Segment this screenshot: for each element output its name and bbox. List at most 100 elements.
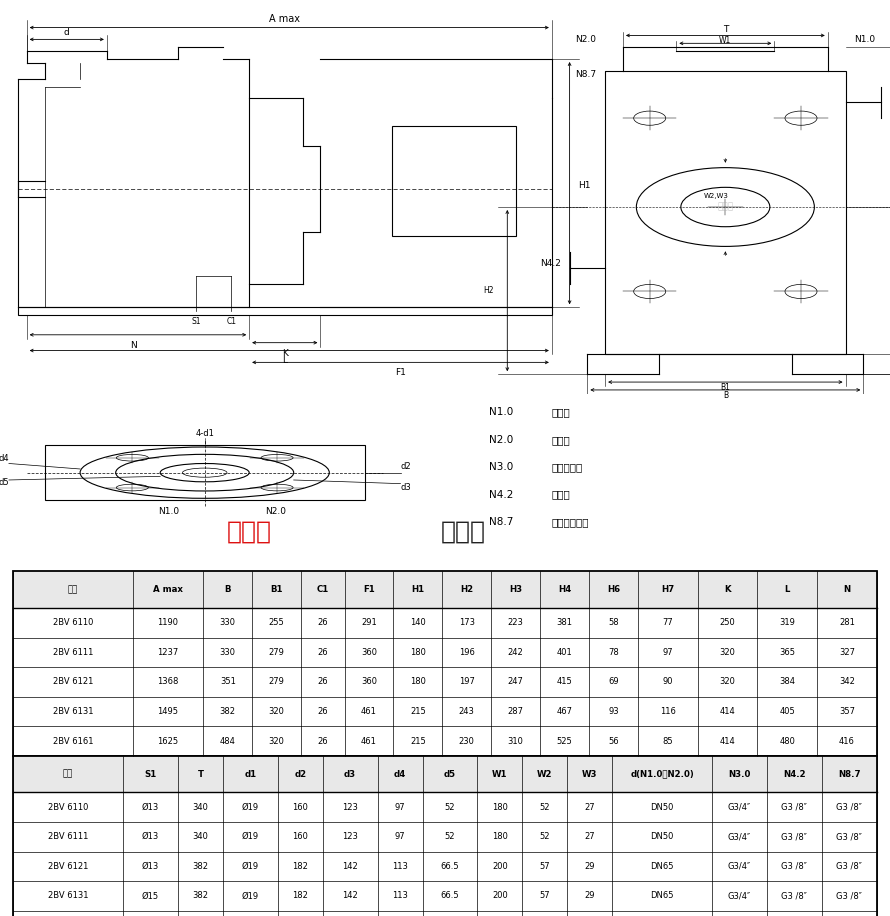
- Text: 415: 415: [556, 678, 572, 686]
- Text: d4: d4: [0, 454, 9, 463]
- Text: G3 /8″: G3 /8″: [781, 833, 807, 841]
- Text: 2BV 6121: 2BV 6121: [53, 678, 93, 686]
- Text: Ø13: Ø13: [142, 802, 159, 812]
- Text: 排水口: 排水口: [552, 490, 570, 499]
- Text: 480: 480: [780, 736, 795, 746]
- Text: A max: A max: [270, 14, 300, 24]
- Text: G3 /8″: G3 /8″: [781, 802, 807, 812]
- Text: K: K: [282, 349, 287, 357]
- Text: L: L: [282, 356, 287, 365]
- Text: G3/4″: G3/4″: [728, 833, 751, 841]
- Text: 330: 330: [220, 618, 236, 627]
- Text: 1625: 1625: [158, 736, 179, 746]
- Text: 52: 52: [539, 802, 550, 812]
- Text: 29: 29: [585, 891, 595, 900]
- Text: 142: 142: [343, 862, 358, 871]
- Text: Ø15: Ø15: [142, 891, 159, 900]
- Text: 340: 340: [192, 833, 208, 841]
- Text: 310: 310: [507, 736, 523, 746]
- Text: 85: 85: [662, 736, 673, 746]
- Text: W3: W3: [582, 769, 597, 779]
- Text: G3 /8″: G3 /8″: [837, 862, 862, 871]
- Text: G3/4″: G3/4″: [728, 802, 751, 812]
- Text: 360: 360: [361, 648, 377, 657]
- Text: 140: 140: [410, 618, 425, 627]
- Text: d1: d1: [244, 769, 256, 779]
- Text: 1190: 1190: [158, 618, 179, 627]
- Text: 113: 113: [392, 862, 408, 871]
- Text: d(N1.0、N2.0): d(N1.0、N2.0): [630, 769, 694, 779]
- Text: 78: 78: [608, 648, 619, 657]
- Text: N: N: [844, 585, 851, 594]
- Bar: [605, 71, 846, 354]
- Text: 2BV 6131: 2BV 6131: [53, 707, 93, 716]
- Text: N4.2: N4.2: [540, 259, 561, 268]
- Text: Ø19: Ø19: [242, 833, 259, 841]
- Text: 319: 319: [780, 618, 795, 627]
- Text: 384: 384: [779, 678, 795, 686]
- Text: 330: 330: [220, 648, 236, 657]
- Text: 52: 52: [445, 833, 456, 841]
- Text: 新领域: 新领域: [717, 202, 733, 212]
- Bar: [44, 445, 365, 500]
- Bar: [13, 756, 877, 792]
- Text: 405: 405: [780, 707, 795, 716]
- Text: 200: 200: [492, 862, 508, 871]
- Text: T: T: [723, 25, 728, 34]
- Text: N8.7: N8.7: [838, 769, 861, 779]
- Text: 180: 180: [492, 833, 508, 841]
- Text: 173: 173: [458, 618, 474, 627]
- Text: H2: H2: [483, 286, 494, 295]
- Text: 66.5: 66.5: [441, 862, 459, 871]
- Text: 2BV 6131: 2BV 6131: [48, 891, 88, 900]
- Text: S1: S1: [144, 769, 157, 779]
- Text: W2: W2: [537, 769, 553, 779]
- Text: 1495: 1495: [158, 707, 179, 716]
- Text: 26: 26: [318, 648, 328, 657]
- Text: 255: 255: [269, 618, 285, 627]
- Text: 525: 525: [556, 736, 572, 746]
- Text: 26: 26: [318, 618, 328, 627]
- Text: 230: 230: [458, 736, 474, 746]
- Text: 57: 57: [539, 862, 550, 871]
- Text: 467: 467: [556, 707, 572, 716]
- Text: 223: 223: [507, 618, 523, 627]
- Text: 215: 215: [410, 707, 425, 716]
- Text: G3/4″: G3/4″: [728, 862, 751, 871]
- Text: 401: 401: [556, 648, 572, 657]
- Text: 200: 200: [492, 891, 508, 900]
- Text: 排气口: 排气口: [552, 435, 570, 444]
- Text: B1: B1: [271, 585, 283, 594]
- Text: 182: 182: [292, 862, 308, 871]
- Bar: [18, 307, 552, 315]
- Text: N3.0: N3.0: [490, 463, 514, 472]
- Text: W1: W1: [492, 769, 507, 779]
- Text: 414: 414: [719, 736, 735, 746]
- Text: 182: 182: [292, 891, 308, 900]
- Text: B: B: [723, 391, 728, 400]
- Text: 97: 97: [395, 833, 405, 841]
- Text: 279: 279: [269, 678, 285, 686]
- Text: 26: 26: [318, 707, 328, 716]
- Text: G3 /8″: G3 /8″: [781, 862, 807, 871]
- Text: 320: 320: [719, 678, 735, 686]
- Text: Ø19: Ø19: [242, 862, 259, 871]
- Text: G3 /8″: G3 /8″: [837, 891, 862, 900]
- Text: 243: 243: [458, 707, 474, 716]
- Text: 281: 281: [839, 618, 854, 627]
- Text: 29: 29: [585, 862, 595, 871]
- Bar: [13, 756, 877, 916]
- Text: 279: 279: [269, 648, 285, 657]
- Text: N1.0: N1.0: [158, 507, 180, 517]
- Text: 97: 97: [662, 648, 673, 657]
- Text: G3 /8″: G3 /8″: [781, 891, 807, 900]
- Text: 180: 180: [492, 802, 508, 812]
- Text: N3.0: N3.0: [728, 769, 750, 779]
- Text: W1: W1: [719, 36, 732, 45]
- Text: 142: 142: [343, 891, 358, 900]
- Text: N: N: [130, 341, 137, 350]
- Text: 27: 27: [585, 833, 595, 841]
- Text: F1: F1: [395, 368, 406, 377]
- Text: Ø13: Ø13: [142, 862, 159, 871]
- Text: Ø13: Ø13: [142, 833, 159, 841]
